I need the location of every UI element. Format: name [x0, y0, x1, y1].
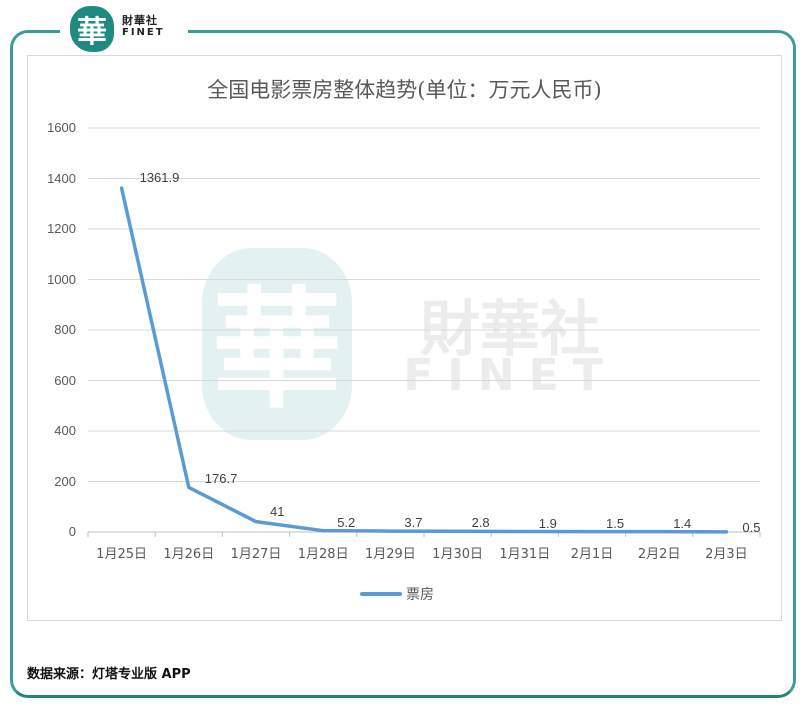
series-line-票房	[119, 186, 729, 534]
x-tick-label: 1月28日	[297, 547, 349, 562]
data-point-label: 3.7	[404, 515, 423, 531]
brand-text: 財華社 FINET	[122, 14, 182, 38]
data-point-label: 176.7	[204, 471, 238, 487]
y-tick-label: 1600	[47, 120, 76, 135]
svg-text:華: 華	[212, 273, 342, 426]
y-tick-label: 0	[68, 524, 76, 539]
y-tick-label: 800	[54, 322, 76, 337]
data-point-label: 1.5	[606, 515, 625, 531]
chart-title: 全国电影票房整体趋势(单位：万元人民币)	[207, 78, 602, 102]
x-tick-label: 1月29日	[364, 547, 416, 562]
x-tick-label: 1月25日	[96, 547, 147, 562]
outer-frame	[10, 30, 796, 698]
legend-label: 票房	[406, 587, 434, 603]
legend: 票房	[360, 584, 434, 604]
data-point-label: 1.4	[673, 515, 692, 531]
x-tick-label: 2月1日	[570, 547, 614, 562]
svg-text:FINET: FINET	[403, 350, 616, 401]
brand-name-en: FINET	[122, 27, 165, 38]
data-source-note: 数据来源：灯塔专业版 APP	[27, 667, 191, 682]
logo-glyph: 華	[77, 15, 107, 50]
data-point-label: 1361.9	[139, 170, 180, 186]
data-point-label: 1.9	[538, 515, 557, 531]
x-tick-label: 2月3日	[705, 547, 748, 562]
y-tick-label: 1400	[47, 170, 76, 186]
legend-line-swatch	[360, 592, 402, 596]
chart-area: 全国电影票房整体趋势(单位：万元人民币)	[27, 55, 782, 621]
y-tick-label: 200	[54, 473, 76, 489]
y-tick-label: 1000	[47, 271, 76, 287]
x-tick-label: 1月27日	[230, 547, 282, 562]
x-tick-label: 1月31日	[499, 547, 551, 562]
data-point-label: 2.8	[471, 515, 490, 531]
data-point-label: 0.5	[742, 519, 761, 535]
x-tick-label: 1月26日	[163, 547, 215, 562]
y-tick-label: 400	[54, 423, 76, 438]
y-tick-label: 600	[54, 372, 76, 388]
data-point-label: 41	[270, 503, 285, 519]
x-tick-label: 1月30日	[432, 547, 483, 562]
data-point-label: 5.2	[337, 514, 356, 530]
y-tick-label: 1200	[47, 221, 76, 236]
x-tick-label: 2月2日	[637, 547, 681, 562]
finet-logo-icon: 華	[70, 6, 114, 52]
brand-name-cn: 財華社	[122, 14, 158, 27]
